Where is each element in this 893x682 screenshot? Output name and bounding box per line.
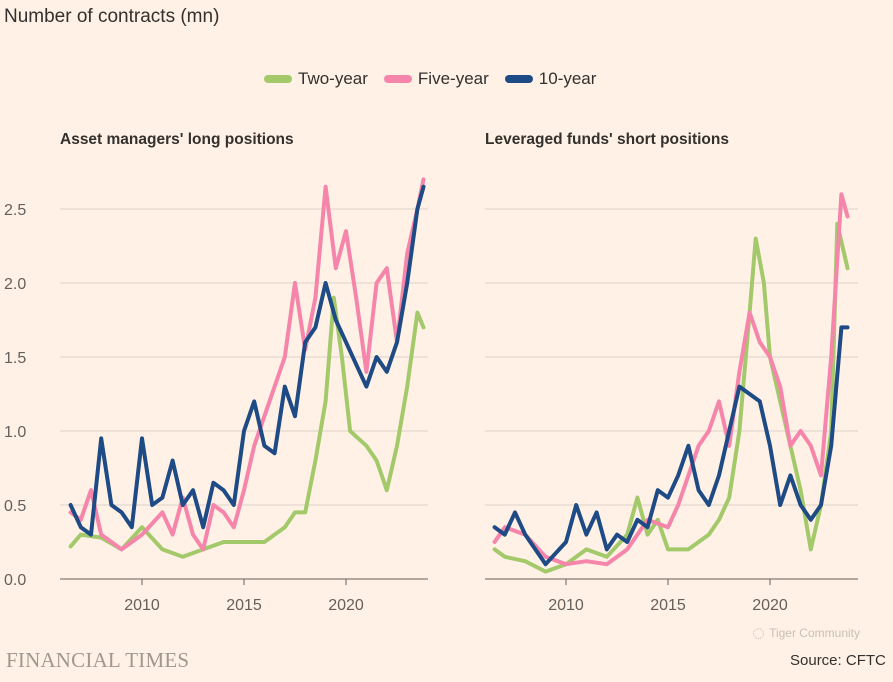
panel-title-left: Asset managers' long positions <box>60 131 294 148</box>
x-tick-label: 2010 <box>124 597 160 614</box>
ft-logo: FINANCIAL TIMES <box>6 648 190 672</box>
legend-swatch-two-year <box>264 75 292 83</box>
tiger-logo-icon: ◌ <box>752 620 766 645</box>
y-tick-label: 1.5 <box>4 350 26 367</box>
series-line-10-year <box>492 325 850 567</box>
series-line-five-year <box>492 192 850 567</box>
y-tick-label: 2.0 <box>4 276 26 293</box>
x-tick-label: 2020 <box>752 597 788 614</box>
series-line-five-year <box>68 177 426 552</box>
y-tick-label: 0.5 <box>4 498 26 515</box>
legend-item-two-year: Two-year <box>264 69 368 89</box>
watermark-text: Tiger Community <box>769 626 860 640</box>
y-axis-label: Number of contracts (mn) <box>4 6 220 27</box>
series-line-10-year <box>68 184 426 537</box>
watermark: ◌ Tiger Community <box>752 620 860 646</box>
source-note: Source: CFTC <box>790 652 886 669</box>
x-tick-label: 2015 <box>650 597 686 614</box>
legend-swatch-five-year <box>383 75 412 83</box>
x-tick-label: 2010 <box>548 597 584 614</box>
legend-item-five-year: Five-year <box>383 69 489 89</box>
panel-title-right: Leveraged funds' short positions <box>485 131 729 148</box>
legend-swatch-10-year <box>504 75 533 83</box>
x-tick-label: 2015 <box>226 597 262 614</box>
y-tick-label: 1.0 <box>4 424 26 441</box>
y-tick-label: 2.5 <box>4 202 26 219</box>
legend-label: 10-year <box>538 69 597 88</box>
legend-item-10-year: 10-year <box>504 69 597 89</box>
y-tick-label: 0.0 <box>4 572 26 589</box>
legend-label: Two-year <box>298 69 368 88</box>
legend: Two-year Five-year 10-year <box>264 69 596 89</box>
x-tick-label: 2020 <box>328 597 364 614</box>
legend-label: Five-year <box>417 69 489 88</box>
series-line-two-year <box>492 221 850 574</box>
